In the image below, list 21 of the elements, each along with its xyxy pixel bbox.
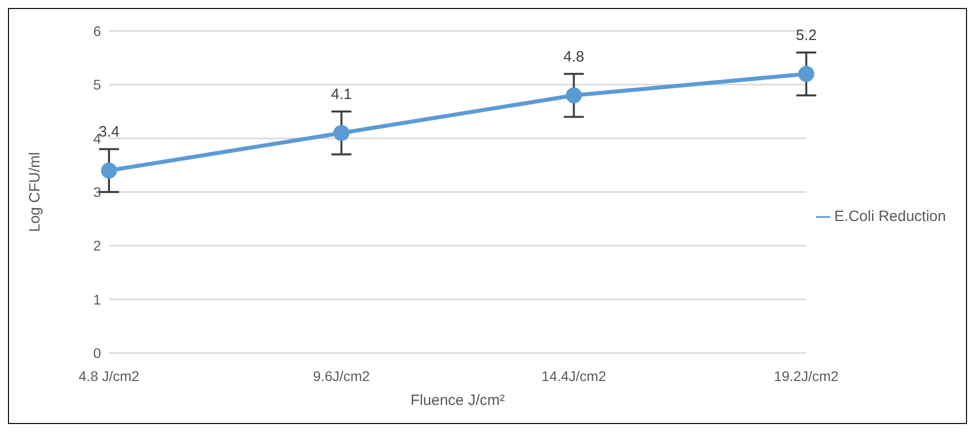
x-tick-label: 19.2J/cm2 [774, 368, 839, 384]
y-tick-label: 1 [93, 291, 102, 308]
y-tick-label: 2 [93, 238, 102, 254]
point [333, 124, 350, 141]
point [101, 162, 117, 179]
legend-label: E.Coli Reduction [834, 208, 946, 224]
data-label: 4.1 [330, 86, 352, 103]
point [798, 66, 814, 82]
point [566, 87, 582, 104]
y-tick-label: 6 [93, 22, 102, 39]
data-label: 5.2 [796, 26, 817, 44]
x-tick-label: 9.6J/cm2 [313, 368, 370, 384]
y-tick-label: 5 [93, 76, 102, 93]
y-tick-label: 3 [93, 184, 102, 200]
y-tick-label: 4 [93, 130, 102, 146]
x-axis-title: Fluence J/cm² [410, 392, 505, 409]
x-tick-label: 4.8 J/cm2 [78, 368, 140, 384]
y-axis-title: Log CFU/ml [26, 152, 44, 232]
x-tick-label: 14.4J/cm2 [542, 368, 606, 384]
y-tick-label: 0 [93, 344, 102, 361]
data-label: 4.8 [563, 48, 584, 66]
